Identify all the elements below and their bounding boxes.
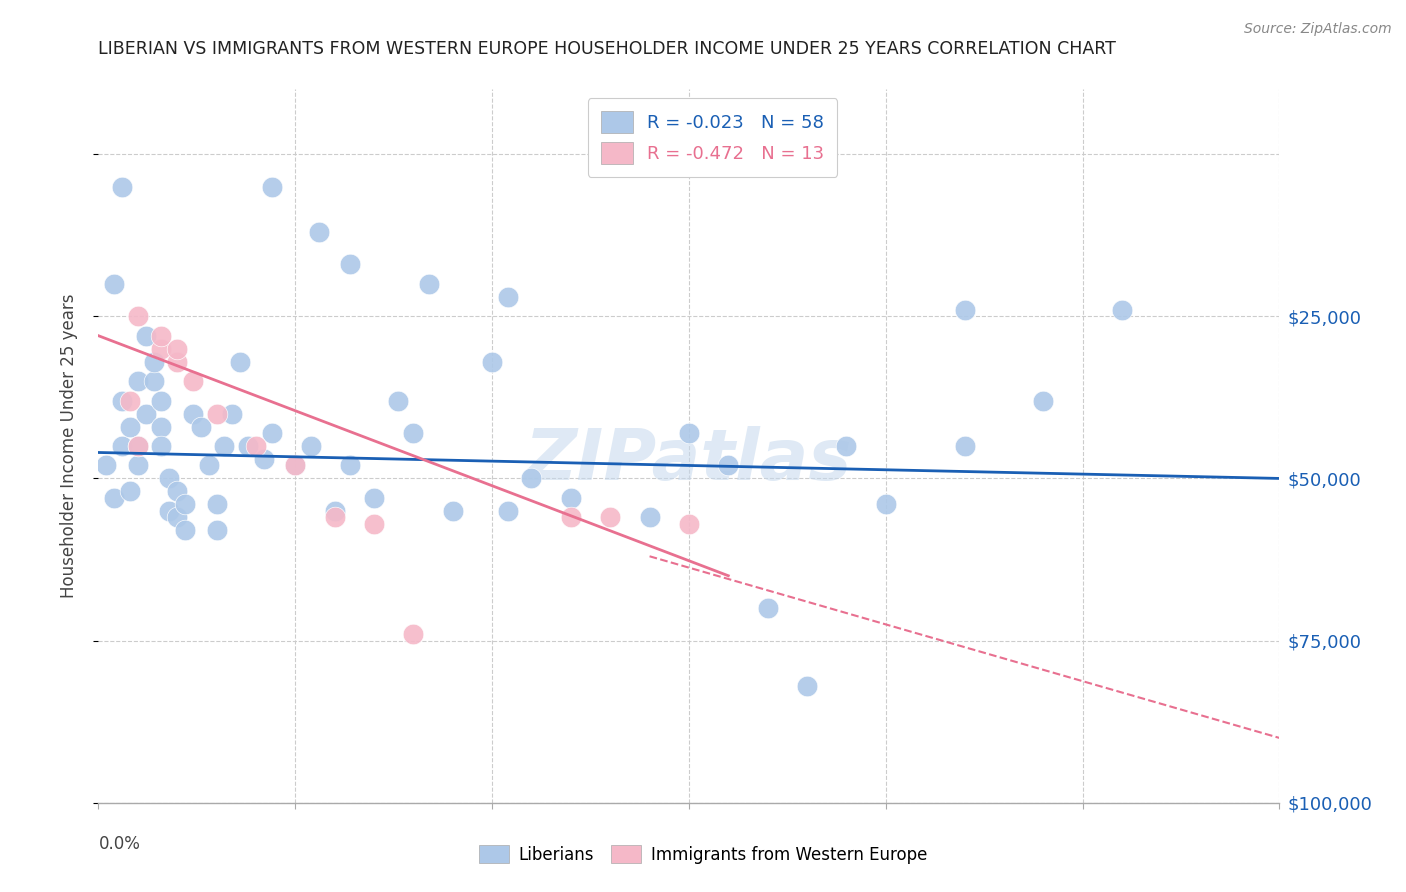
- Point: [638, 510, 661, 524]
- Point: [150, 439, 173, 453]
- Point: [599, 510, 621, 524]
- Point: [363, 491, 385, 505]
- Point: [96, 458, 118, 473]
- Point: [166, 510, 188, 524]
- Point: [1032, 393, 1054, 408]
- Point: [496, 504, 519, 518]
- Point: [150, 328, 173, 343]
- Point: [174, 524, 197, 538]
- Point: [520, 471, 543, 485]
- Point: [953, 439, 976, 453]
- Point: [284, 458, 307, 473]
- Point: [284, 458, 307, 473]
- Point: [157, 471, 180, 485]
- Point: [166, 342, 188, 356]
- Point: [717, 458, 740, 473]
- Point: [127, 439, 149, 453]
- Point: [339, 257, 361, 271]
- Point: [157, 504, 180, 518]
- Point: [103, 491, 125, 505]
- Point: [236, 439, 259, 453]
- Point: [260, 179, 283, 194]
- Point: [402, 627, 425, 641]
- Point: [260, 425, 283, 440]
- Point: [560, 510, 582, 524]
- Point: [678, 516, 700, 531]
- Point: [127, 439, 149, 453]
- Point: [166, 484, 188, 499]
- Point: [323, 510, 346, 524]
- Point: [197, 458, 219, 473]
- Point: [103, 277, 125, 291]
- Point: [323, 504, 346, 518]
- Point: [135, 328, 157, 343]
- Point: [387, 393, 409, 408]
- Point: [481, 354, 503, 368]
- Point: [174, 497, 197, 511]
- Point: [205, 524, 228, 538]
- Point: [150, 393, 173, 408]
- Point: [205, 407, 228, 421]
- Point: [560, 491, 582, 505]
- Point: [299, 439, 322, 453]
- Point: [229, 354, 252, 368]
- Point: [418, 277, 440, 291]
- Point: [339, 458, 361, 473]
- Point: [118, 393, 141, 408]
- Point: [111, 179, 134, 194]
- Point: [308, 225, 330, 239]
- Point: [678, 425, 700, 440]
- Point: [1111, 302, 1133, 317]
- Point: [496, 290, 519, 304]
- Point: [221, 407, 243, 421]
- Point: [181, 374, 204, 388]
- Point: [142, 354, 165, 368]
- Point: [118, 484, 141, 499]
- Point: [111, 439, 134, 453]
- Point: [150, 342, 173, 356]
- Point: [127, 374, 149, 388]
- Text: 0.0%: 0.0%: [98, 835, 141, 853]
- Point: [205, 497, 228, 511]
- Legend: Liberians, Immigrants from Western Europe: Liberians, Immigrants from Western Europ…: [472, 838, 934, 871]
- Point: [402, 425, 425, 440]
- Point: [181, 407, 204, 421]
- Point: [111, 393, 134, 408]
- Point: [127, 458, 149, 473]
- Point: [142, 374, 165, 388]
- Point: [796, 679, 818, 693]
- Point: [135, 407, 157, 421]
- Point: [190, 419, 212, 434]
- Point: [214, 439, 236, 453]
- Point: [363, 516, 385, 531]
- Point: [953, 302, 976, 317]
- Legend: R = -0.023   N = 58, R = -0.472   N = 13: R = -0.023 N = 58, R = -0.472 N = 13: [588, 98, 837, 177]
- Text: ZIPatlas: ZIPatlas: [526, 425, 852, 495]
- Point: [166, 354, 188, 368]
- Point: [441, 504, 464, 518]
- Point: [875, 497, 897, 511]
- Point: [835, 439, 858, 453]
- Point: [253, 452, 276, 467]
- Text: LIBERIAN VS IMMIGRANTS FROM WESTERN EUROPE HOUSEHOLDER INCOME UNDER 25 YEARS COR: LIBERIAN VS IMMIGRANTS FROM WESTERN EURO…: [98, 40, 1116, 58]
- Point: [150, 419, 173, 434]
- Point: [245, 439, 267, 453]
- Point: [756, 601, 779, 615]
- Y-axis label: Householder Income Under 25 years: Householder Income Under 25 years: [59, 293, 77, 599]
- Point: [127, 310, 149, 324]
- Point: [118, 419, 141, 434]
- Text: Source: ZipAtlas.com: Source: ZipAtlas.com: [1244, 22, 1392, 37]
